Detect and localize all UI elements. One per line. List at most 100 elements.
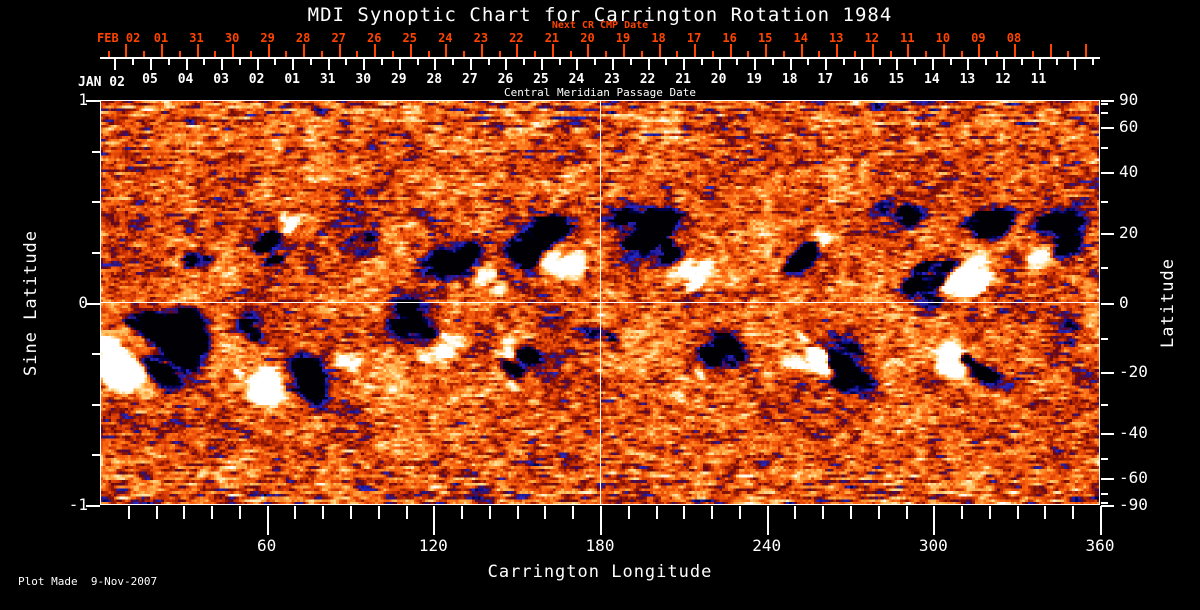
latitude-tick [1101,233,1114,236]
next-cr-tick [498,51,501,57]
latitude-minor-tick [1101,267,1108,270]
cmp-tick-label: 04 [177,72,194,87]
next-cr-tick [409,44,412,57]
latitude-minor-tick [1101,103,1108,106]
cmp-tick [949,59,952,65]
cmp-tick-label: 22 [639,72,656,87]
latitude-tick [1101,432,1114,435]
latitude-tick-label: -20 [1119,361,1148,381]
cmp-tick [469,59,472,70]
cmp-tick-label: 16 [852,72,869,87]
next-cr-tick [534,51,537,57]
next-cr-tick [658,44,661,57]
next-cr-tick [836,44,839,57]
cmp-tick [736,59,739,65]
next-cr-tick-label: 17 [686,31,702,45]
next-cr-tick [1013,44,1016,57]
cmp-tick [967,59,970,70]
next-cr-tick [907,44,910,57]
longitude-tick [322,506,325,519]
longitude-tick [572,506,575,519]
longitude-tick-label: 240 [752,536,782,555]
cmp-tick-label: 03 [213,72,229,87]
y-axis-left-title: Sine Latitude [21,229,41,377]
latitude-minor-tick [1101,501,1108,504]
next-cr-tick [232,44,235,57]
latitude-tick [1101,302,1114,305]
next-cr-tick [978,44,981,57]
cmp-tick [398,59,401,70]
next-cr-tick [338,44,341,57]
longitude-tick [1016,506,1019,519]
next-cr-tick-label: 16 [722,31,737,45]
next-cr-tick [427,51,430,57]
next-cr-tick [854,51,857,57]
cmp-tick-label: 28 [426,72,443,87]
cmp-tick [683,59,686,70]
latitude-tick-label: -40 [1119,422,1148,442]
next-cr-tick [640,51,643,57]
next-cr-tick-label: 08 [1006,31,1022,45]
x-axis-title: Carrington Longitude [487,562,713,582]
next-cr-tick [587,44,590,57]
sine-latitude-tick-label: 0 [78,292,88,312]
longitude-tick [238,506,241,519]
longitude-tick [711,506,714,519]
next-cr-tick-label: 13 [829,31,844,45]
next-cr-tick-label: 28 [295,31,311,45]
next-cr-tick [178,51,181,57]
longitude-tick [850,506,852,519]
next-cr-tick-label: 26 [367,31,382,45]
next-cr-tick [249,51,252,57]
cmp-tick-label: 17 [817,72,834,87]
cmp-tick [327,59,330,70]
cmp-tick-label: 12 [995,72,1011,87]
next-cr-tick-label: 31 [189,31,204,45]
longitude-tick [822,506,825,519]
next-cr-tick [125,44,128,57]
sine-latitude-tick [86,100,100,102]
latitude-minor-tick [1101,457,1108,460]
longitude-tick [961,506,964,519]
latitude-minor-tick [1101,403,1108,406]
next-cr-tick [445,44,448,57]
next-cr-tick-label: 20 [580,31,595,45]
cmp-tick [558,59,561,65]
cmp-tick [629,59,632,65]
cmp-tick [771,59,774,65]
sine-latitude-tick [92,201,100,204]
cmp-tick-label: 13 [959,72,976,87]
latitude-tick-label: -60 [1119,467,1148,487]
cmp-tick [416,59,419,65]
cmp-tick-label: 11 [1030,72,1047,87]
next-cr-tick [320,51,323,57]
cmp-axis-line [100,57,1100,59]
longitude-tick [127,506,130,519]
next-cr-tick [711,51,714,57]
cmp-tick-label: 19 [746,72,762,87]
cmp-tick [931,59,934,70]
latitude-tick [1101,477,1114,480]
sine-latitude-tick [92,454,100,457]
next-cr-tick [694,44,697,57]
latitude-tick-label: -90 [1119,495,1148,514]
cmp-tick-label: 25 [533,72,549,87]
cmp-tick [1002,59,1005,70]
sine-latitude-tick [92,150,100,153]
cmp-tick [540,59,543,70]
longitude-tick [877,506,880,519]
cmp-tick-label: 23 [604,72,620,87]
next-cr-tick-label: 27 [331,31,346,45]
next-cr-tick [1067,51,1070,57]
latitude-minor-tick [1101,337,1108,340]
longitude-tick [350,506,352,519]
cmp-tick [1056,59,1059,65]
longitude-tick [516,506,519,519]
next-cr-tick-label: 24 [438,31,453,45]
next-cr-tick-label: 10 [935,31,951,45]
cmp-tick-label: 20 [710,72,727,87]
cmp-tick [274,59,277,65]
cmp-tick [1038,59,1041,70]
cmp-axis-title: Central Meridian Passage Date [503,86,697,99]
